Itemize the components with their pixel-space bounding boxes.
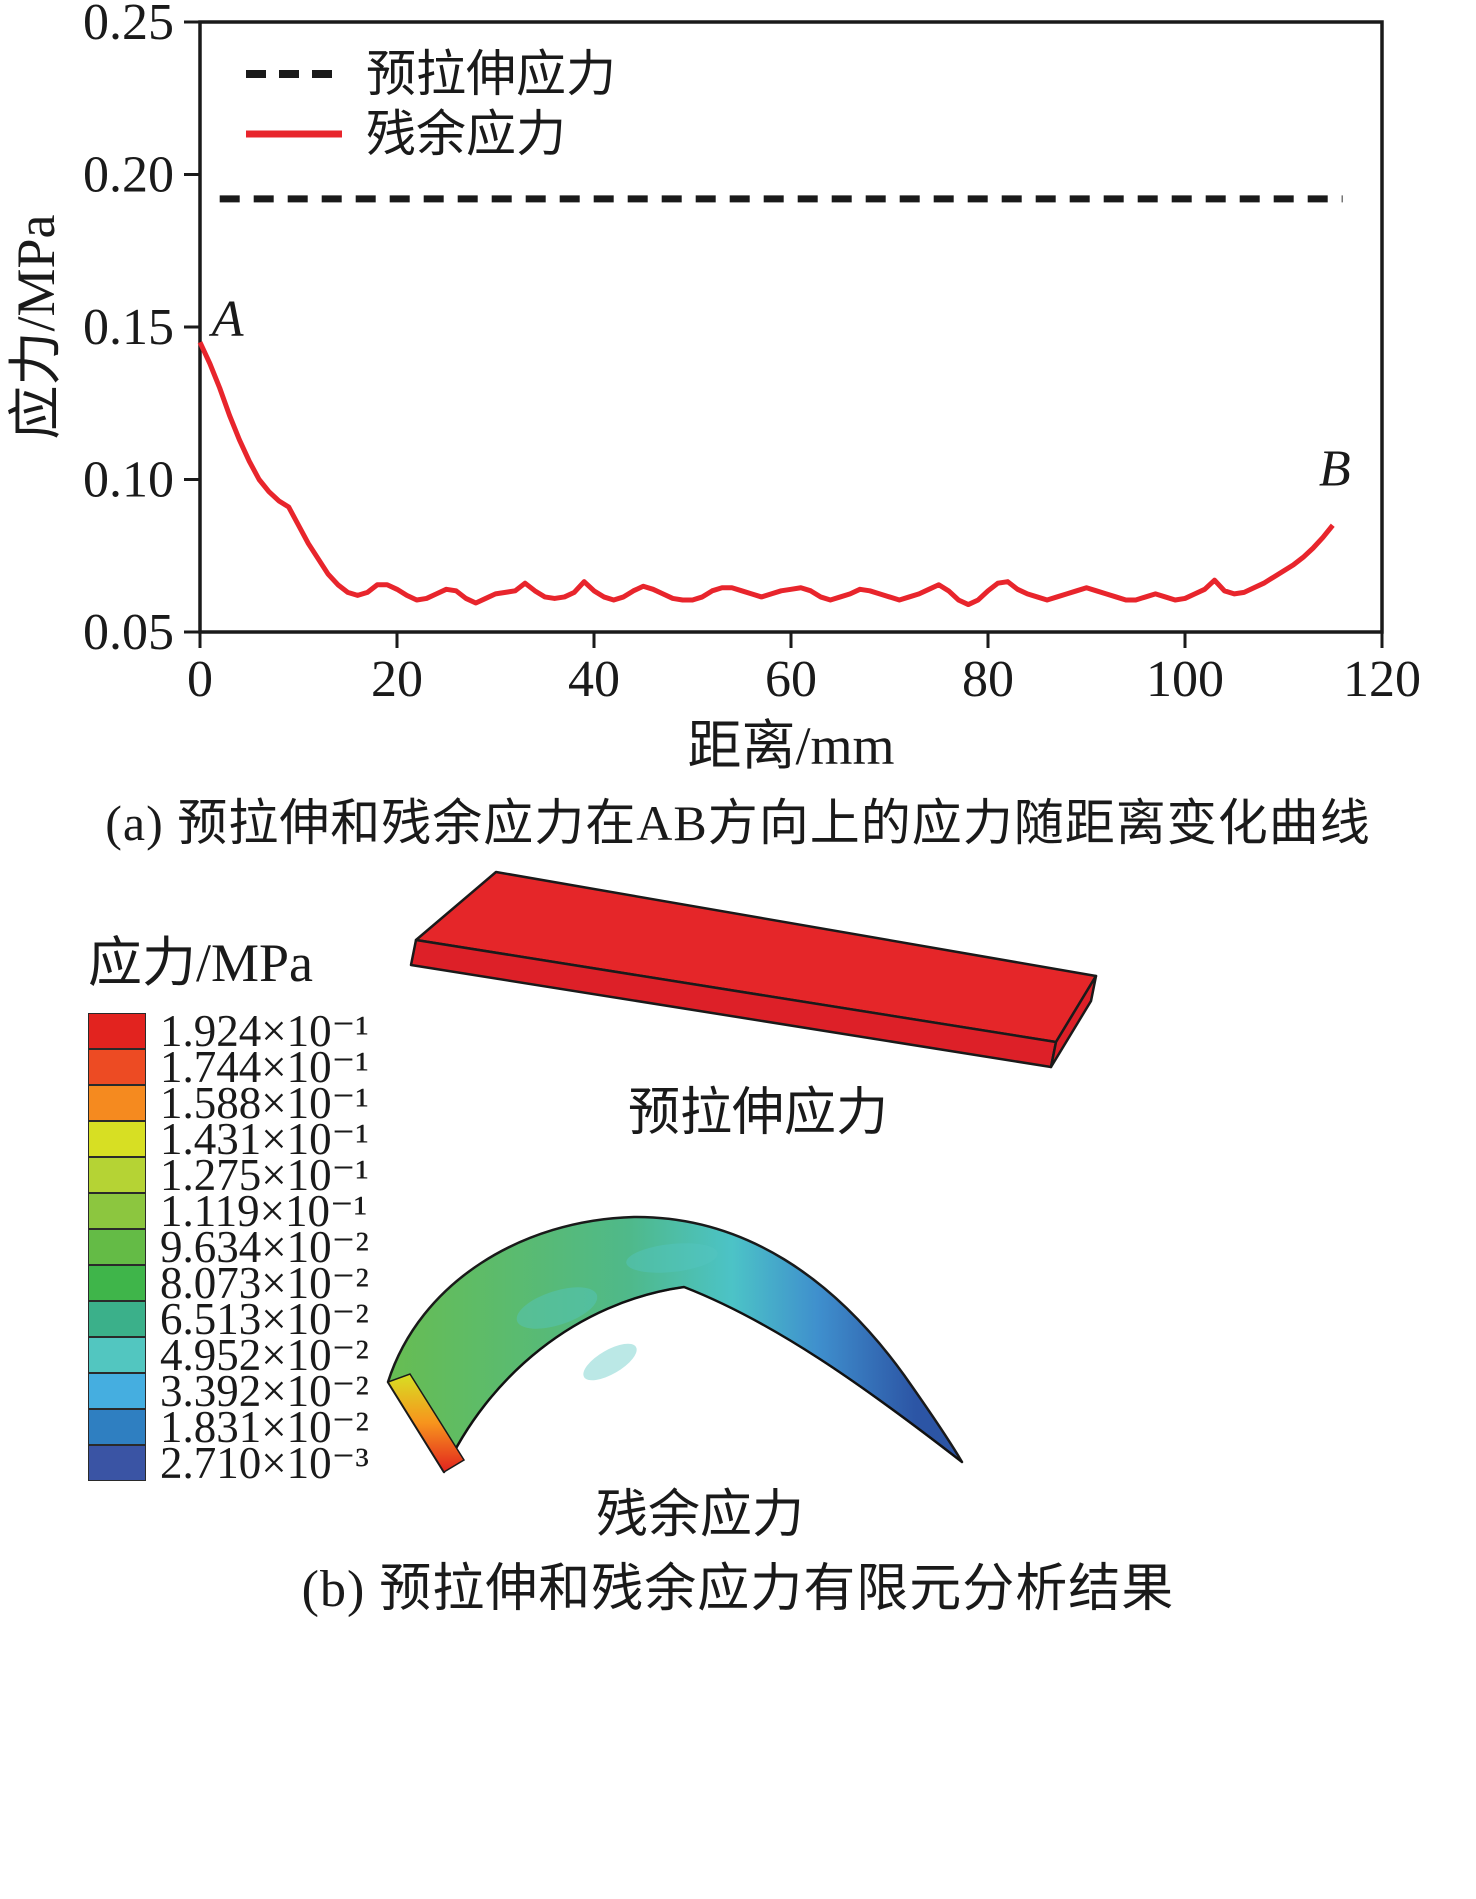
- color-legend-title: 应力/MPa: [88, 933, 314, 993]
- pre-stretch-slab-model: [409, 870, 1098, 1069]
- chart-legend-label: 残余应力: [366, 106, 566, 162]
- x-tick-label: 40: [568, 651, 620, 708]
- legend-value-label: 3.392×10⁻²: [160, 1366, 369, 1416]
- y-axis-label: 应力/MPa: [6, 214, 66, 439]
- legend-value-label: 2.710×10⁻³: [160, 1438, 369, 1488]
- panel-a: 0.05 0.10 0.15 0.20 0.25 0 20 40 60 80 100 120 距离/mm…: [0, 0, 1476, 858]
- legend-entry: 1.924×10⁻¹: [88, 1006, 369, 1056]
- legend-entry: 1.831×10⁻²: [88, 1402, 369, 1452]
- arch-cut-edge: [386, 1373, 466, 1474]
- legend-value-label: 1.744×10⁻¹: [160, 1042, 369, 1092]
- legend-swatch: [88, 1264, 146, 1301]
- legend-value-label: 1.924×10⁻¹: [160, 1006, 369, 1056]
- arch-inner-edge-line: [443, 1285, 963, 1473]
- residual-label: 残余应力: [595, 1487, 804, 1544]
- panel-b-caption: (b) 预拉伸和残余应力有限元分析结果: [301, 1561, 1175, 1618]
- point-annotation: A: [209, 291, 244, 348]
- legend-swatch: [88, 1372, 146, 1409]
- chart-legend-label: 预拉伸应力: [366, 46, 616, 102]
- legend-entry: 8.073×10⁻²: [88, 1258, 369, 1308]
- legend-value-label: 1.431×10⁻¹: [160, 1114, 369, 1164]
- color-legend: 应力/MPa 1.924×10⁻¹ 1.744×10⁻¹ 1.588×10⁻¹ 1.4…: [88, 918, 369, 1488]
- x-tick-label: 80: [962, 651, 1014, 708]
- y-tick-label: 0.05: [83, 604, 174, 661]
- legend-entry: 9.634×10⁻²: [88, 1222, 369, 1272]
- y-tick-label: 0.15: [83, 299, 174, 356]
- y-tick-label: 0.10: [83, 452, 174, 509]
- point-annotation: B: [1319, 441, 1351, 498]
- stress-distance-chart: 0.05 0.10 0.15 0.20 0.25 0 20 40 60 80 100 120 距离/mm…: [6, 0, 1421, 776]
- x-tick-label: 0: [187, 651, 213, 708]
- pre-stretch-label: 预拉伸应力: [627, 1085, 888, 1142]
- legend-value-label: 1.588×10⁻¹: [160, 1078, 369, 1128]
- x-tick-label: 100: [1146, 651, 1224, 708]
- x-tick-label: 60: [765, 651, 817, 708]
- arch-teal-patch: [626, 1243, 718, 1273]
- legend-swatch: [88, 1192, 146, 1229]
- legend-swatch: [88, 1300, 146, 1337]
- legend-value-label: 1.119×10⁻¹: [160, 1186, 368, 1236]
- series-solid: [197, 341, 1335, 608]
- legend-swatch: [88, 1156, 146, 1193]
- y-tick-label: 0.25: [83, 0, 174, 51]
- legend-value-label: 8.073×10⁻²: [160, 1258, 369, 1308]
- panel-b: 应力/MPa 1.924×10⁻¹ 1.744×10⁻¹ 1.588×10⁻¹ 1.4…: [0, 858, 1476, 1899]
- x-tick-label: 120: [1343, 651, 1421, 708]
- legend-entry: 1.588×10⁻¹: [88, 1078, 369, 1128]
- legend-value-label: 9.634×10⁻²: [160, 1222, 369, 1272]
- legend-entry: 1.275×10⁻¹: [88, 1150, 369, 1200]
- legend-swatch: [88, 1120, 146, 1157]
- x-axis-label: 距离/mm: [687, 716, 894, 776]
- legend-swatch: [88, 1228, 146, 1265]
- legend-value-label: 1.275×10⁻¹: [160, 1150, 369, 1200]
- legend-value-label: 1.831×10⁻²: [160, 1402, 369, 1452]
- legend-value-label: 6.513×10⁻²: [160, 1294, 369, 1344]
- x-tick-label: 20: [371, 651, 423, 708]
- legend-entry: 1.744×10⁻¹: [88, 1042, 369, 1092]
- arch-teal-patch: [583, 1343, 637, 1381]
- legend-entry: 1.119×10⁻¹: [88, 1186, 369, 1236]
- panel-a-caption: (a) 预拉伸和残余应力在AB方向上的应力随距离变化曲线: [105, 795, 1371, 851]
- legend-swatch: [88, 1012, 146, 1049]
- legend-entry: 3.392×10⁻²: [88, 1366, 369, 1416]
- y-tick-label: 0.20: [83, 147, 174, 204]
- legend-swatch: [88, 1336, 146, 1373]
- legend-swatch: [88, 1048, 146, 1085]
- legend-swatch: [88, 1084, 146, 1121]
- legend-entry: 4.952×10⁻²: [88, 1330, 369, 1380]
- residual-arch-model: [386, 1215, 964, 1474]
- legend-swatch: [88, 1408, 146, 1445]
- arch-teal-patch: [516, 1287, 598, 1329]
- legend-entry: 1.431×10⁻¹: [88, 1114, 369, 1164]
- legend-value-label: 4.952×10⁻²: [160, 1330, 369, 1380]
- legend-entry: 2.710×10⁻³: [88, 1438, 369, 1488]
- legend-entry: 6.513×10⁻²: [88, 1294, 369, 1344]
- color-legend-rows: 1.924×10⁻¹ 1.744×10⁻¹ 1.588×10⁻¹ 1.431×10⁻¹…: [88, 1006, 369, 1488]
- legend-swatch: [88, 1444, 146, 1481]
- slab-end-face: [1049, 974, 1098, 1069]
